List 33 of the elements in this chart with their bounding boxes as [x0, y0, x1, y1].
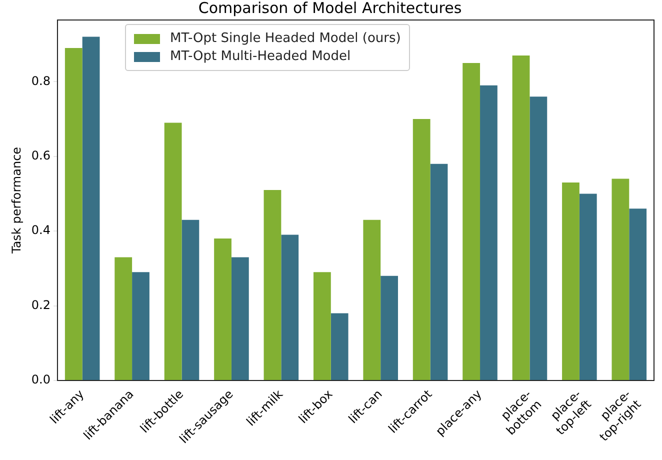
bar	[412, 118, 430, 380]
bar	[214, 238, 232, 380]
bar	[264, 190, 282, 380]
y-tick-label: 0.2	[31, 298, 50, 312]
bar	[281, 234, 299, 380]
bar	[530, 96, 548, 380]
bar	[629, 208, 647, 380]
bar	[562, 182, 580, 380]
bar	[114, 257, 132, 380]
bar	[330, 313, 348, 380]
bar	[313, 272, 331, 380]
bar	[512, 55, 530, 380]
bar	[480, 85, 498, 380]
bar	[231, 257, 249, 380]
bar	[612, 178, 630, 380]
bar	[132, 272, 150, 380]
y-axis-title: Task performance	[9, 146, 24, 255]
bar	[164, 122, 182, 380]
bar	[579, 194, 597, 380]
bar	[82, 36, 100, 380]
legend-label: MT-Opt Multi-Headed Model	[170, 49, 351, 64]
y-tick-label: 0.4	[31, 223, 50, 238]
y-tick-label: 0.0	[31, 372, 50, 387]
chart-title: Comparison of Model Architectures	[198, 0, 462, 17]
y-tick-label: 0.8	[31, 74, 50, 88]
bar	[363, 220, 381, 380]
bar	[430, 164, 448, 380]
y-tick-label: 0.6	[31, 148, 50, 162]
bar	[64, 48, 82, 380]
bar	[182, 220, 200, 380]
bar	[380, 276, 398, 380]
legend-label: MT-Opt Single Headed Model (ours)	[170, 31, 401, 46]
bar	[462, 62, 480, 380]
